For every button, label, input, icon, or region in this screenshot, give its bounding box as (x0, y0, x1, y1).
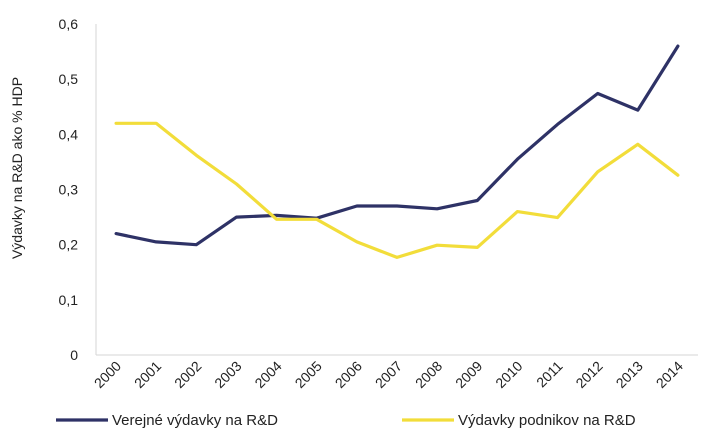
x-tick-label: 2012 (572, 358, 605, 391)
x-tick-label: 2009 (452, 358, 485, 391)
legend-label: Výdavky podnikov na R&D (458, 412, 636, 429)
x-tick-label: 2011 (533, 358, 566, 391)
y-tick-labels: 0 0,1 0,2 0,3 0,4 0,5 0,6 (59, 16, 79, 363)
y-tick-label: 0,2 (59, 237, 79, 253)
x-tick-label: 2005 (292, 358, 325, 391)
x-tick-label: 2000 (91, 358, 124, 391)
x-tick-label: 2004 (251, 358, 284, 391)
x-tick-label: 2010 (492, 358, 525, 391)
y-tick-label: 0,3 (59, 182, 79, 198)
y-tick-label: 0,5 (59, 71, 79, 87)
legend: Verejné výdavky na R&D Výdavky podnikov n… (56, 412, 636, 429)
x-tick-label: 2007 (372, 358, 405, 391)
x-tick-label: 2014 (653, 358, 686, 391)
x-tick-label: 2002 (171, 358, 204, 391)
x-tick-label: 2013 (613, 358, 646, 391)
y-tick-label: 0 (70, 347, 78, 363)
x-tick-label: 2008 (412, 358, 445, 391)
y-axis-label: Výdavky na R&D ako % HDP (9, 77, 25, 259)
series-line-2 (114, 121, 680, 259)
y-tick-label: 0,1 (59, 292, 79, 308)
axes (95, 24, 698, 356)
legend-label: Verejné výdavky na R&D (112, 412, 278, 429)
x-tick-label: 2006 (332, 358, 365, 391)
x-tick-labels: 2000 2001 2002 2003 2004 2005 2006 2007 2008 2009… (91, 358, 686, 391)
series-lines (114, 44, 680, 259)
x-tick-label: 2003 (211, 358, 244, 391)
series-line-1 (114, 44, 680, 247)
y-tick-label: 0,6 (59, 16, 79, 32)
x-tick-label: 2001 (131, 358, 164, 391)
y-tick-label: 0,4 (59, 126, 79, 142)
